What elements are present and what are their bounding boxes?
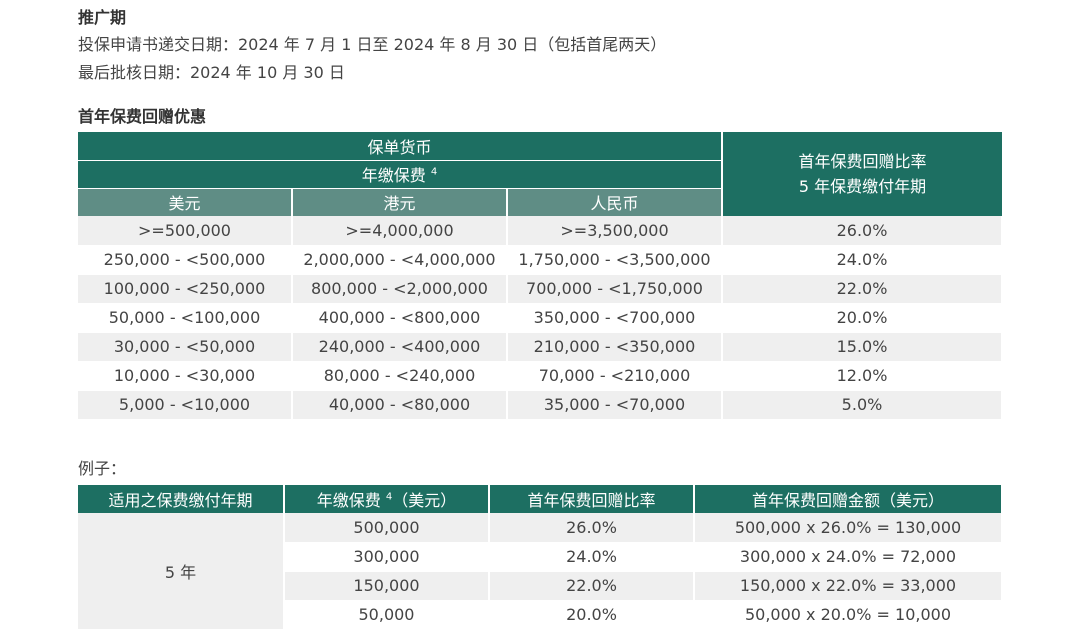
table-row: 10,000 - <30,000 80,000 - <240,000 70,00… — [78, 361, 1003, 391]
table-row: 5 年 500,000 26.0% 500,000 x 26.0% = 130,… — [78, 513, 1003, 630]
cell-term: 5 年 — [78, 513, 285, 630]
cell-rmb: 70,000 - <210,000 — [507, 361, 723, 391]
cell-usd: 5,000 - <10,000 — [78, 390, 293, 420]
cell-usd: 50,000 - <100,000 — [78, 303, 293, 333]
cell-rate: 26.0% — [489, 513, 695, 543]
cell-hkd: 40,000 - <80,000 — [292, 390, 508, 420]
cell-rate: 22.0% — [722, 274, 1003, 304]
cell-amount: 300,000 x 24.0% = 72,000 — [694, 542, 1003, 572]
cell-amount: 150,000 x 22.0% = 33,000 — [694, 571, 1003, 601]
approve-date-line: 最后批核日期：2024 年 10 月 30 日 — [78, 63, 345, 82]
cell-rate: 24.0% — [722, 245, 1003, 275]
table-row: 30,000 - <50,000 240,000 - <400,000 210,… — [78, 332, 1003, 362]
header-premium-label: 年缴保费 — [316, 491, 381, 510]
cell-rate: 20.0% — [489, 600, 695, 630]
cell-rmb: 700,000 - <1,750,000 — [507, 274, 723, 304]
header-rate-line-2: 5 年保费缴付年期 — [798, 177, 927, 196]
header-premium-unit: （美元） — [392, 491, 457, 510]
cell-premium: 50,000 — [284, 600, 490, 630]
header-payment-term: 适用之保费缴付年期 — [78, 485, 285, 513]
cell-rate: 5.0% — [722, 390, 1003, 420]
cell-rate: 22.0% — [489, 571, 695, 601]
cell-usd: 10,000 - <30,000 — [78, 361, 293, 391]
footnote-marker: 4 — [430, 166, 438, 178]
header-rate-line-1: 首年保费回赠比率 — [798, 152, 927, 171]
cell-rmb: 350,000 - <700,000 — [507, 303, 723, 333]
offer-title: 首年保费回赠优惠 — [78, 107, 207, 126]
cell-rmb: >=3,500,000 — [507, 216, 723, 246]
table-row: 100,000 - <250,000 800,000 - <2,000,000 … — [78, 274, 1003, 304]
cell-amount: 50,000 x 20.0% = 10,000 — [694, 600, 1003, 630]
cell-hkd: 80,000 - <240,000 — [292, 361, 508, 391]
table-row: 250,000 - <500,000 2,000,000 - <4,000,00… — [78, 245, 1003, 275]
cell-usd: 100,000 - <250,000 — [78, 274, 293, 304]
table-row: >=500,000 >=4,000,000 >=3,500,000 26.0% — [78, 216, 1003, 246]
footnote-marker: 4 — [385, 491, 393, 503]
example-label: 例子： — [78, 459, 127, 478]
currency-usd: 美元 — [78, 188, 293, 216]
cell-rate: 12.0% — [722, 361, 1003, 391]
cell-hkd: 800,000 - <2,000,000 — [292, 274, 508, 304]
header-rebate-amount: 首年保费回赠金额（美元） — [694, 485, 1003, 513]
table-row: 5,000 - <10,000 40,000 - <80,000 35,000 … — [78, 390, 1003, 420]
cell-hkd: 2,000,000 - <4,000,000 — [292, 245, 508, 275]
cell-premium: 500,000 — [284, 513, 490, 543]
cell-usd: 30,000 - <50,000 — [78, 332, 293, 362]
cell-rmb: 1,750,000 - <3,500,000 — [507, 245, 723, 275]
cell-rate: 15.0% — [722, 332, 1003, 362]
cell-rate: 26.0% — [722, 216, 1003, 246]
cell-usd: 250,000 - <500,000 — [78, 245, 293, 275]
currency-hkd: 港元 — [292, 188, 508, 216]
cell-premium: 300,000 — [284, 542, 490, 572]
table-row: 50,000 20.0% 50,000 x 20.0% = 10,000 — [78, 600, 1003, 630]
cell-hkd: >=4,000,000 — [292, 216, 508, 246]
header-rebate-rate: 首年保费回赠比率 5 年保费缴付年期 — [722, 132, 1002, 216]
currency-rmb: 人民币 — [507, 188, 723, 216]
example-table: 适用之保费缴付年期 年缴保费 4（美元） 首年保费回赠比率 首年保费回赠金额（美… — [78, 485, 1003, 630]
cell-premium: 150,000 — [284, 571, 490, 601]
header-rebate-rate: 首年保费回赠比率 — [489, 485, 695, 513]
header-annual-premium: 年缴保费 4 — [78, 160, 723, 189]
cell-hkd: 400,000 - <800,000 — [292, 303, 508, 333]
cell-usd: >=500,000 — [78, 216, 293, 246]
header-policy-currency: 保单货币 — [78, 132, 723, 161]
cell-rmb: 210,000 - <350,000 — [507, 332, 723, 362]
submit-date-line: 投保申请书递交日期：2024 年 7 月 1 日至 2024 年 8 月 30 … — [78, 35, 667, 54]
table-row: 50,000 - <100,000 400,000 - <800,000 350… — [78, 303, 1003, 333]
promo-title: 推广期 — [78, 8, 127, 27]
cell-rate: 20.0% — [722, 303, 1003, 333]
cell-hkd: 240,000 - <400,000 — [292, 332, 508, 362]
table-row: 300,000 24.0% 300,000 x 24.0% = 72,000 — [78, 542, 1003, 572]
table-row: 150,000 22.0% 150,000 x 22.0% = 33,000 — [78, 571, 1003, 601]
header-annual-premium-label: 年缴保费 — [361, 166, 426, 185]
rebate-table: 保单货币 首年保费回赠比率 5 年保费缴付年期 年缴保费 4 美元 港元 人民币… — [78, 132, 1003, 420]
cell-rate: 24.0% — [489, 542, 695, 572]
header-annual-premium-usd: 年缴保费 4（美元） — [284, 485, 490, 513]
cell-rmb: 35,000 - <70,000 — [507, 390, 723, 420]
cell-amount: 500,000 x 26.0% = 130,000 — [694, 513, 1003, 543]
